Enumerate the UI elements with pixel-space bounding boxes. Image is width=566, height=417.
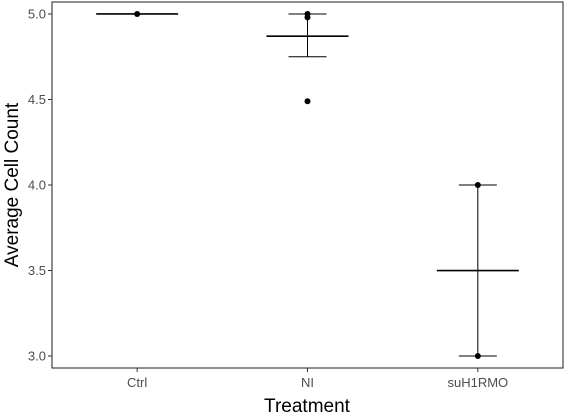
y-axis: 3.0 3.5 4.0 4.5 5.0 bbox=[28, 6, 52, 364]
y-tick-label: 3.0 bbox=[28, 349, 46, 364]
y-tick-label: 4.0 bbox=[28, 178, 46, 193]
data-point bbox=[474, 182, 481, 188]
data-point bbox=[304, 14, 311, 21]
y-tick-label: 3.5 bbox=[28, 263, 46, 278]
y-tick-label: 5.0 bbox=[28, 6, 46, 21]
data-points bbox=[134, 10, 481, 360]
x-tick-label: suH1RMO bbox=[447, 375, 508, 390]
x-tick-label: Ctrl bbox=[127, 375, 147, 390]
data-point bbox=[474, 353, 481, 360]
x-axis-title: Treatment bbox=[264, 396, 351, 417]
y-tick-label: 4.5 bbox=[28, 92, 46, 107]
data-point bbox=[304, 98, 311, 105]
x-axis: Ctrl NI suH1RMO bbox=[127, 368, 508, 390]
x-tick-label: NI bbox=[301, 375, 314, 390]
y-axis-title: Average Cell Count bbox=[2, 102, 23, 267]
data-point bbox=[134, 10, 141, 17]
